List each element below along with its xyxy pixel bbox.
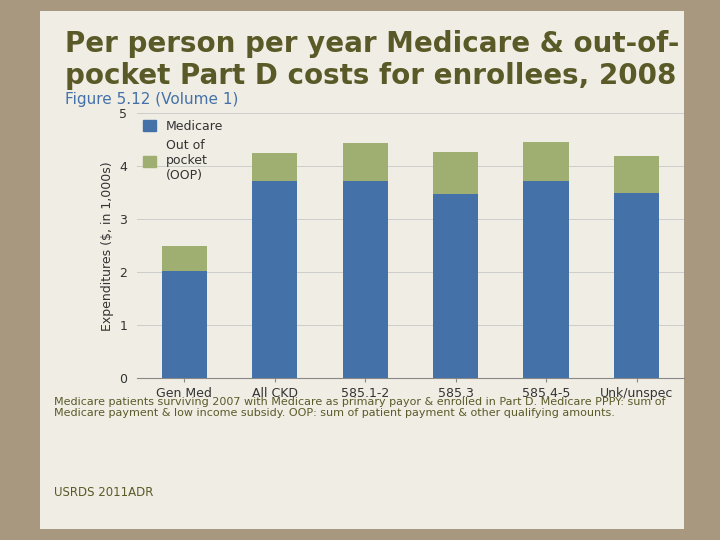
Bar (343, 143, 388, 180)
Bar (433, 194, 478, 378)
Y-axis label: Expenditures ($, in 1,000s): Expenditures ($, in 1,000s) (101, 161, 114, 330)
Bar (523, 142, 569, 180)
Bar (523, 180, 569, 378)
Text: Figure 5.12 (Volume 1): Figure 5.12 (Volume 1) (65, 92, 238, 107)
Bar (614, 193, 659, 378)
Bar (162, 246, 207, 271)
Legend: Medicare, Out of
pocket
(OOP): Medicare, Out of pocket (OOP) (143, 120, 223, 182)
Text: pocket Part D costs for enrollees, 2008: pocket Part D costs for enrollees, 2008 (65, 62, 676, 90)
Bar (614, 156, 659, 193)
Text: Per person per year Medicare & out-of-: Per person per year Medicare & out-of- (65, 30, 679, 58)
Bar (433, 152, 478, 194)
Text: USRDS 2011ADR: USRDS 2011ADR (54, 486, 153, 499)
Bar (252, 180, 297, 378)
Bar (162, 271, 207, 378)
Bar (252, 153, 297, 180)
Bar (343, 180, 388, 378)
Text: Medicare patients surviving 2007 with Medicare as primary payor & enrolled in Pa: Medicare patients surviving 2007 with Me… (54, 397, 665, 418)
FancyBboxPatch shape (27, 1, 697, 539)
